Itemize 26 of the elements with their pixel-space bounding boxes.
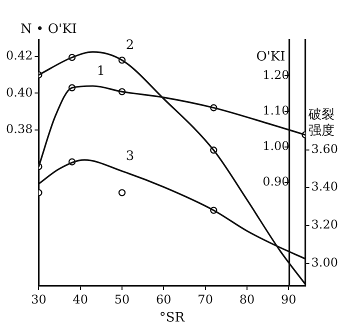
x-tick-label: 80 [239,292,255,306]
y3-tick-label: 3.60 [311,142,338,156]
x-tick-label: 30 [31,292,46,306]
x-tick-label: 60 [156,292,172,306]
series-label: 2 [126,38,134,54]
y3-axis-title: 破裂强度 [307,108,334,139]
y2-tick-label: 1.20 [262,68,290,82]
y2-axis-title: O'KI [256,50,286,65]
y3-tick-label: 3.20 [311,218,338,232]
y-axis-title: N • O'KI [20,22,77,37]
series-label: 1 [96,64,106,79]
y3-tick-label: 3.00 [311,255,338,270]
y-tick-label: 0.40 [6,85,33,100]
y-tick-label: 0.38 [6,122,33,136]
y2-tick-label: 1.10 [262,103,290,118]
x-tick-label: 90 [280,292,296,306]
x-tick-label: 50 [114,292,130,306]
x-axis-title: °SR [159,310,186,326]
x-tick-label: 40 [72,292,88,306]
y-tick-label: 0.42 [6,48,33,63]
point [118,189,126,196]
y2-tick-label: 0.90 [262,174,290,189]
y3-tick-label: 3.40 [311,180,338,194]
x-tick-label: 70 [198,292,213,306]
y2-tick-label: 1.00 [262,139,290,154]
series-label: 3 [126,149,134,164]
